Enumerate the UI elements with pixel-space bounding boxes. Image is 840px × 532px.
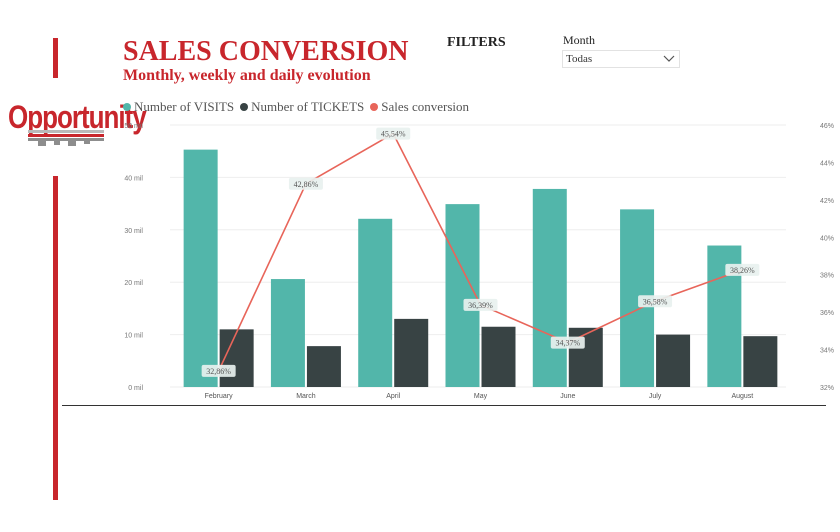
data-label-box — [376, 127, 411, 140]
bar-visits[interactable] — [270, 279, 305, 387]
y-right-tick-label: 34% — [820, 348, 834, 355]
x-tick-label: March — [296, 393, 316, 400]
bar-tickets[interactable] — [481, 326, 516, 387]
data-label-conversion: 34,37% — [555, 339, 580, 348]
month-filter-label: Month — [563, 33, 596, 47]
bar-tickets[interactable] — [306, 346, 341, 387]
data-label-conversion: 45,54% — [381, 130, 406, 139]
legend-item-tickets[interactable]: Number of TICKETS — [240, 99, 364, 115]
y-left-tick-label: 20 mil — [124, 280, 143, 287]
logo-stripes-icon — [28, 130, 104, 146]
data-label-conversion: 36,39% — [468, 301, 493, 310]
month-select-value: Todas — [566, 53, 593, 65]
y-right-tick-label: 40% — [820, 235, 834, 242]
y-left-tick-label: 10 mil — [124, 333, 143, 340]
y-left-tick-label: 30 mil — [124, 228, 143, 235]
legend-dot-visits — [123, 103, 131, 111]
bar-tickets[interactable] — [743, 336, 778, 387]
brand-bar-bottom — [53, 176, 58, 500]
data-label-conversion: 32,86% — [206, 367, 231, 376]
month-select[interactable]: Todas — [562, 50, 680, 68]
bar-visits[interactable] — [532, 188, 567, 387]
data-label-conversion: 38,26% — [730, 266, 755, 275]
brand-bar-top — [53, 38, 58, 78]
legend-label-visits: Number of VISITS — [134, 99, 235, 114]
page-title: SALES CONVERSION — [123, 36, 409, 67]
data-label-box — [550, 336, 585, 349]
x-tick-label: August — [731, 393, 753, 400]
chevron-down-icon — [663, 55, 675, 62]
data-label-box — [638, 295, 673, 308]
data-label-conversion: 42,86% — [294, 180, 319, 189]
y-right-tick-label: 38% — [820, 273, 834, 280]
x-tick-label: February — [205, 393, 234, 400]
legend-label-tickets: Number of TICKETS — [251, 99, 365, 114]
data-label-box — [463, 298, 498, 311]
data-label-box — [201, 364, 236, 377]
page-subtitle: Monthly, weekly and daily evolution — [123, 67, 371, 84]
chart-legend: Number of VISITS Number of TICKETS Sales… — [123, 99, 475, 115]
x-tick-label: April — [386, 393, 400, 400]
filters-label: FILTERS — [447, 35, 506, 50]
logo: Opportunity — [8, 98, 147, 154]
legend-label-conversion: Sales conversion — [381, 99, 470, 114]
y-right-tick-label: 36% — [820, 310, 834, 317]
data-label-conversion: 36,58% — [643, 297, 668, 306]
y-left-tick-label: 0 mil — [128, 385, 143, 392]
y-left-tick-label: 50 mil — [124, 123, 143, 130]
bar-tickets[interactable] — [394, 318, 429, 387]
legend-dot-tickets — [240, 103, 249, 111]
bar-visits[interactable] — [358, 218, 393, 387]
bar-visits[interactable] — [183, 149, 218, 387]
y-right-tick-label: 42% — [820, 198, 834, 205]
bar-tickets[interactable] — [656, 334, 691, 387]
y-right-tick-label: 44% — [820, 160, 834, 167]
legend-dot-conversion — [370, 103, 379, 111]
x-tick-label: June — [560, 393, 575, 400]
data-label-box — [288, 177, 323, 190]
bar-visits[interactable] — [445, 204, 480, 387]
x-tick-label: May — [474, 393, 488, 400]
y-left-tick-label: 40 mil — [124, 175, 143, 182]
legend-item-visits[interactable]: Number of VISITS — [123, 99, 234, 115]
y-right-tick-label: 32% — [820, 385, 834, 392]
footer-divider — [62, 405, 826, 406]
legend-item-conversion[interactable]: Sales conversion — [370, 99, 469, 115]
data-label-box — [725, 263, 760, 276]
x-tick-label: July — [649, 393, 662, 400]
y-right-tick-label: 46% — [820, 123, 834, 130]
